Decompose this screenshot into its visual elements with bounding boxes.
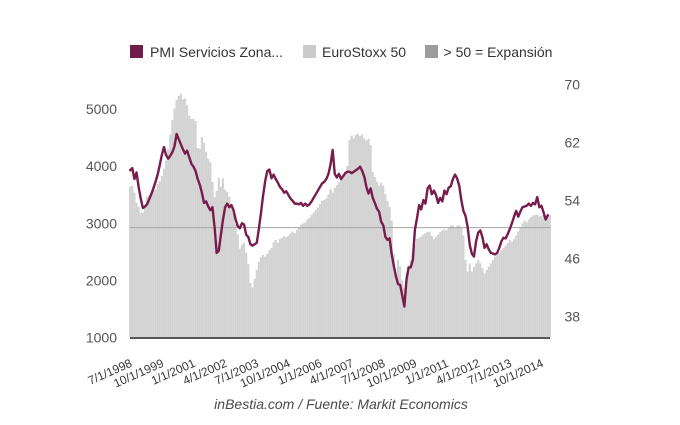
svg-text:> 50 = Expansión: > 50 = Expansión bbox=[444, 44, 553, 60]
svg-text:38: 38 bbox=[565, 309, 581, 325]
svg-text:46: 46 bbox=[565, 251, 581, 267]
svg-text:2000: 2000 bbox=[86, 273, 117, 289]
svg-text:5000: 5000 bbox=[86, 101, 117, 117]
svg-text:70: 70 bbox=[565, 77, 581, 93]
svg-text:4000: 4000 bbox=[86, 158, 117, 174]
svg-text:62: 62 bbox=[565, 135, 581, 151]
svg-text:54: 54 bbox=[565, 193, 581, 209]
svg-text:3000: 3000 bbox=[86, 215, 117, 231]
svg-text:PMI Servicios Zona...: PMI Servicios Zona... bbox=[150, 44, 283, 60]
svg-text:1000: 1000 bbox=[86, 330, 117, 346]
svg-text:inBestia.com / Fuente: Markit: inBestia.com / Fuente: Markit Economics bbox=[214, 396, 468, 412]
svg-text:EuroStoxx 50: EuroStoxx 50 bbox=[322, 44, 406, 60]
